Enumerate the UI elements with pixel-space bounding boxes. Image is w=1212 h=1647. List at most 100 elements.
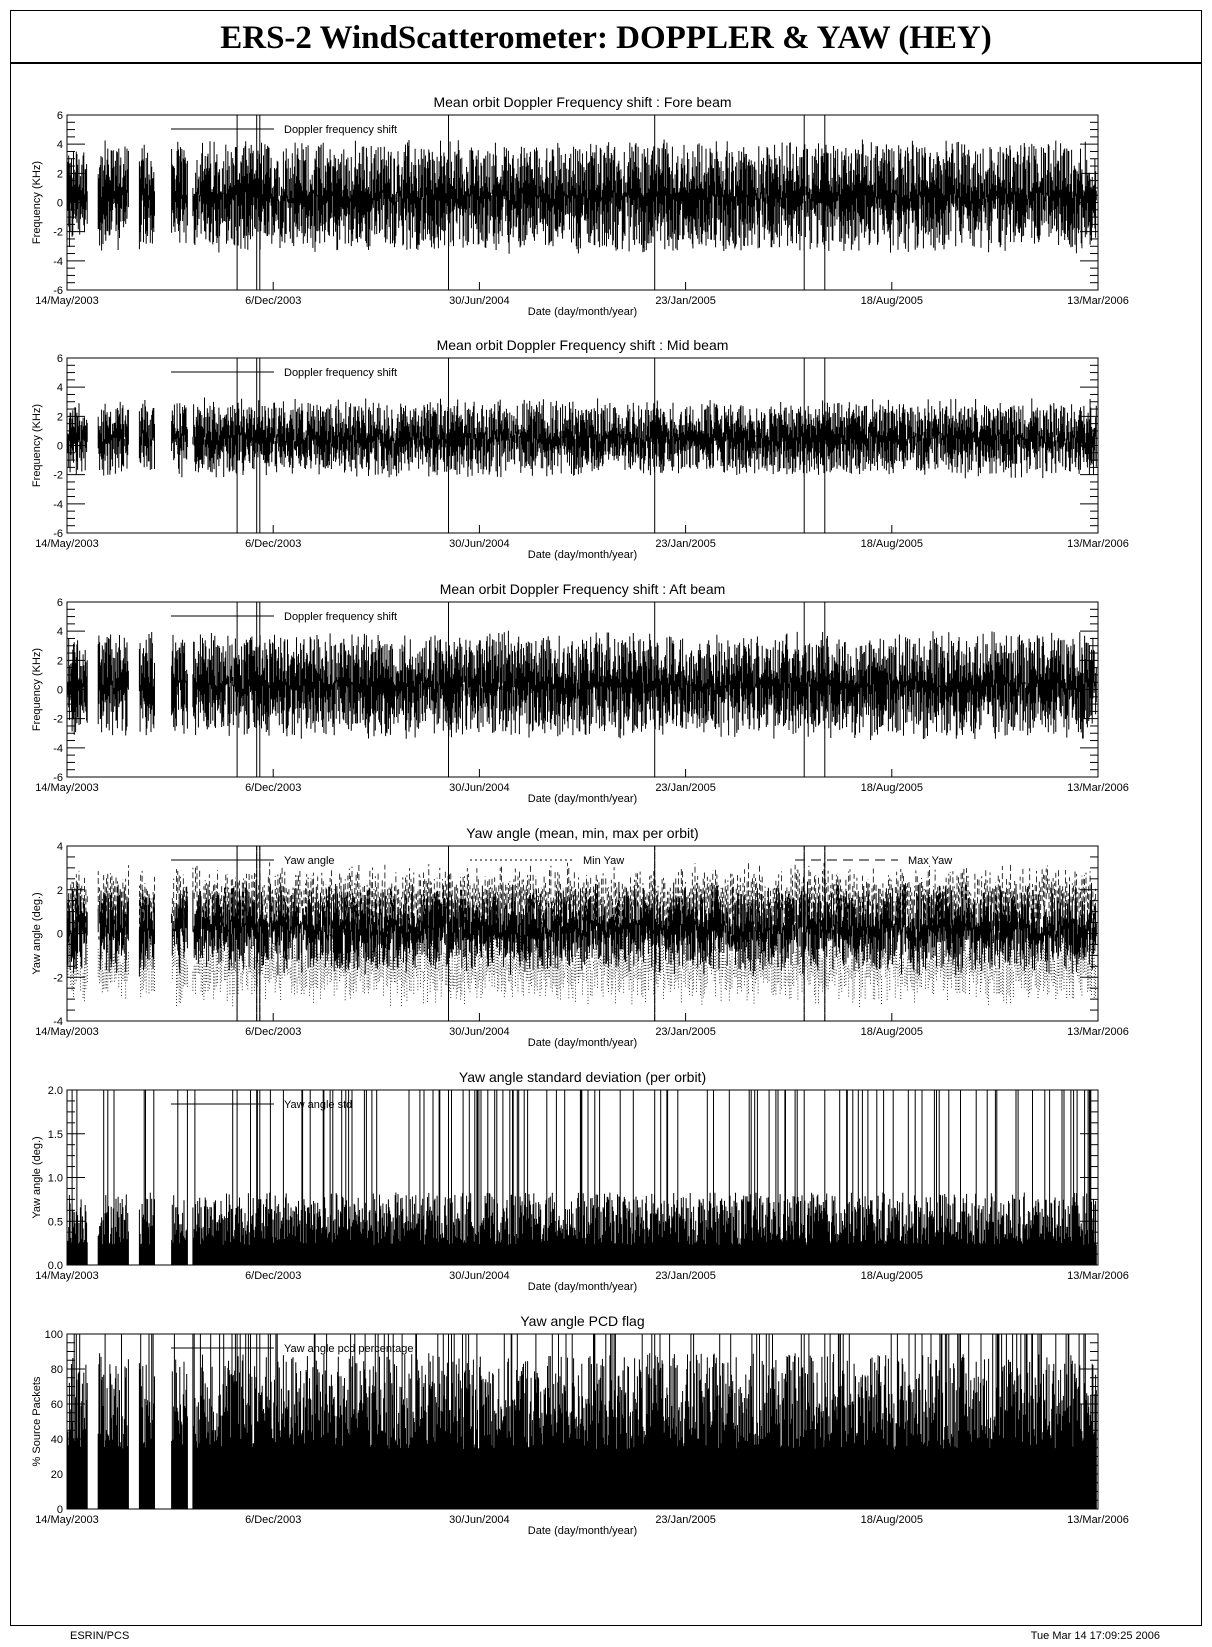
chart-title: Yaw angle (mean, min, max per orbit) <box>466 825 698 841</box>
x-tick-label: 30/Jun/2004 <box>449 1270 510 1282</box>
title-box: ERS-2 WindScatterometer: DOPPLER & YAW (… <box>10 10 1202 64</box>
legend-label: Yaw angle std <box>284 1099 352 1111</box>
y-axis-label: Frequency (KHz) <box>31 648 43 731</box>
x-tick-label: 6/Dec/2003 <box>245 1270 301 1282</box>
x-tick-label: 30/Jun/2004 <box>449 538 510 550</box>
series-trace <box>67 846 1096 1021</box>
footer-left: ESRIN/PCS <box>70 1630 130 1642</box>
series-trace <box>67 1090 1097 1265</box>
x-tick-label: 18/Aug/2005 <box>861 1026 923 1038</box>
x-tick-label: 30/Jun/2004 <box>449 1514 510 1526</box>
legend-label: Yaw angle <box>284 855 335 867</box>
x-tick-label: 14/May/2003 <box>35 538 99 550</box>
y-tick-label: -2 <box>53 714 63 726</box>
y-tick-label: 0.0 <box>48 1260 63 1272</box>
y-tick-label: 4 <box>57 841 63 853</box>
y-axis-label: Frequency (KHz) <box>31 404 43 487</box>
x-tick-label: 14/May/2003 <box>35 1514 99 1526</box>
legend-label: Doppler frequency shift <box>284 367 397 379</box>
chart-title: Yaw angle PCD flag <box>520 1313 644 1329</box>
y-tick-label: 2.0 <box>48 1085 63 1097</box>
y-tick-label: 1.5 <box>48 1129 63 1141</box>
y-tick-label: 4 <box>57 626 63 638</box>
x-tick-label: 13/Mar/2006 <box>1067 1026 1129 1038</box>
x-axis-label: Date (day/month/year) <box>528 549 637 561</box>
legend-label: Doppler frequency shift <box>284 611 397 623</box>
y-tick-label: -4 <box>53 1016 63 1028</box>
x-tick-label: 14/May/2003 <box>35 295 99 307</box>
x-tick-label: 18/Aug/2005 <box>861 295 923 307</box>
y-tick-label: 0.5 <box>48 1216 63 1228</box>
x-tick-label: 6/Dec/2003 <box>245 782 301 794</box>
series-trace <box>67 115 1097 290</box>
x-tick-label: 23/Jan/2005 <box>655 295 716 307</box>
y-tick-label: -6 <box>53 772 63 784</box>
y-tick-label: -6 <box>53 528 63 540</box>
x-axis-label: Date (day/month/year) <box>528 793 637 805</box>
y-tick-label: 40 <box>51 1434 63 1446</box>
series-trace <box>67 846 1097 1021</box>
y-tick-label: -4 <box>53 743 63 755</box>
x-tick-label: 14/May/2003 <box>35 1270 99 1282</box>
y-tick-label: -2 <box>53 470 63 482</box>
series-trace <box>67 846 1096 1021</box>
legend-label: Min Yaw <box>583 855 624 867</box>
y-tick-label: 0 <box>57 929 63 941</box>
x-tick-label: 18/Aug/2005 <box>861 782 923 794</box>
y-tick-label: 6 <box>57 353 63 365</box>
x-tick-label: 30/Jun/2004 <box>449 782 510 794</box>
y-tick-label: 4 <box>57 382 63 394</box>
chart-title: Mean orbit Doppler Frequency shift : Mid… <box>437 337 729 353</box>
y-tick-label: 100 <box>45 1329 63 1341</box>
y-tick-label: -6 <box>53 285 63 297</box>
chart-title: Yaw angle standard deviation (per orbit) <box>459 1069 706 1085</box>
y-tick-label: 2 <box>57 655 63 667</box>
legend-label: Doppler frequency shift <box>284 124 397 136</box>
y-tick-label: -2 <box>53 972 63 984</box>
page-frame <box>10 10 1202 1626</box>
x-tick-label: 13/Mar/2006 <box>1067 538 1129 550</box>
y-tick-label: 2 <box>57 885 63 897</box>
x-tick-label: 18/Aug/2005 <box>861 1270 923 1282</box>
main-title: ERS-2 WindScatterometer: DOPPLER & YAW (… <box>220 20 992 56</box>
y-tick-label: 0 <box>57 685 63 697</box>
x-tick-label: 23/Jan/2005 <box>655 1514 716 1526</box>
x-tick-label: 23/Jan/2005 <box>655 782 716 794</box>
x-tick-label: 13/Mar/2006 <box>1067 295 1129 307</box>
y-tick-label: 0 <box>57 441 63 453</box>
footer-right: Tue Mar 14 17:09:25 2006 <box>1030 1630 1160 1642</box>
legend-label: Yaw angle pcd percentage <box>284 1343 413 1355</box>
y-tick-label: -4 <box>53 256 63 268</box>
legend-label: Max Yaw <box>908 855 952 867</box>
y-tick-label: 20 <box>51 1469 63 1481</box>
x-tick-label: 18/Aug/2005 <box>861 1514 923 1526</box>
x-tick-label: 6/Dec/2003 <box>245 538 301 550</box>
y-tick-label: 6 <box>57 597 63 609</box>
series-trace <box>67 358 1097 533</box>
y-tick-label: -2 <box>53 227 63 239</box>
y-tick-label: 4 <box>57 139 63 151</box>
chart-title: Mean orbit Doppler Frequency shift : For… <box>433 94 731 110</box>
y-axis-label: Yaw angle (deg.) <box>31 1136 43 1218</box>
x-tick-label: 23/Jan/2005 <box>655 1270 716 1282</box>
y-axis-label: % Source Packets <box>31 1376 43 1466</box>
x-tick-label: 6/Dec/2003 <box>245 1514 301 1526</box>
x-tick-label: 13/Mar/2006 <box>1067 1270 1129 1282</box>
y-tick-label: 6 <box>57 110 63 122</box>
x-axis-label: Date (day/month/year) <box>528 1525 637 1537</box>
x-tick-label: 6/Dec/2003 <box>245 295 301 307</box>
y-tick-label: 0 <box>57 1504 63 1516</box>
x-tick-label: 6/Dec/2003 <box>245 1026 301 1038</box>
x-tick-label: 13/Mar/2006 <box>1067 1514 1129 1526</box>
x-tick-label: 30/Jun/2004 <box>449 295 510 307</box>
y-tick-label: 80 <box>51 1364 63 1376</box>
x-tick-label: 14/May/2003 <box>35 782 99 794</box>
x-axis-label: Date (day/month/year) <box>528 306 637 318</box>
x-tick-label: 18/Aug/2005 <box>861 538 923 550</box>
y-axis-label: Frequency (KHz) <box>31 161 43 244</box>
x-axis-label: Date (day/month/year) <box>528 1281 637 1293</box>
y-tick-label: 2 <box>57 411 63 423</box>
chart-title: Mean orbit Doppler Frequency shift : Aft… <box>440 581 726 597</box>
y-tick-label: -4 <box>53 499 63 511</box>
